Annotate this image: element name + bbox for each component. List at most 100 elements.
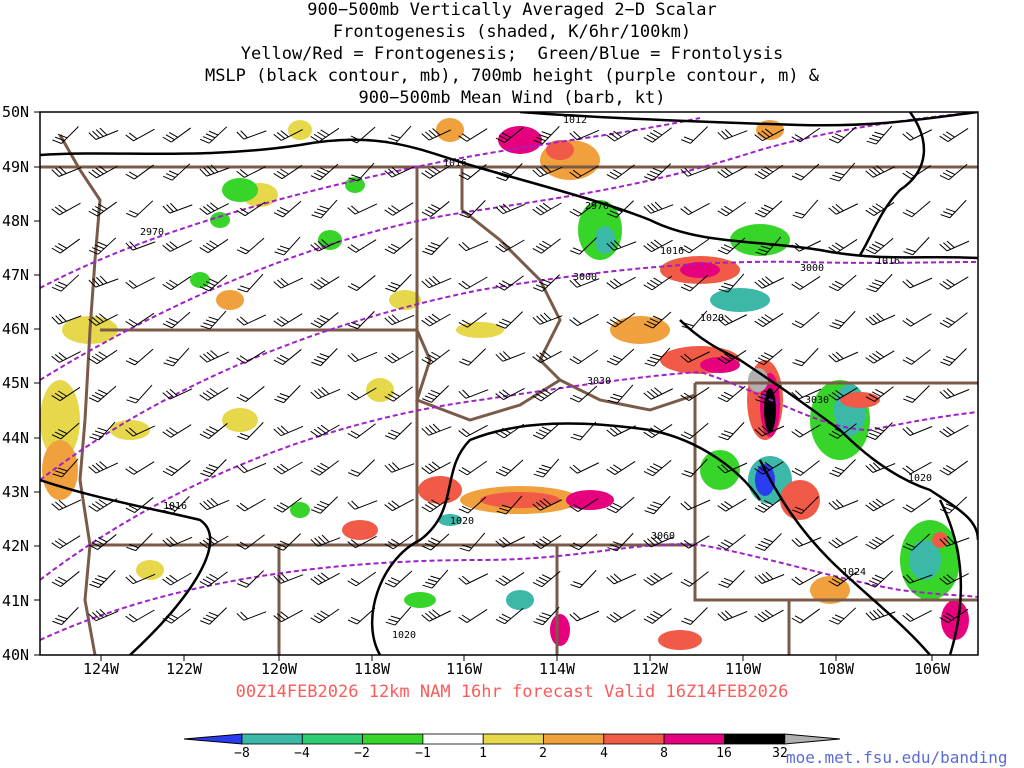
- wind-barb: [606, 425, 637, 437]
- wind-barb: [52, 607, 79, 626]
- wind-barb: [88, 461, 119, 474]
- wind-barbs: [51, 125, 970, 626]
- wind-barb: [606, 164, 635, 180]
- wind-barb: [643, 201, 674, 214]
- wind-barb: [496, 163, 523, 182]
- wind-barb: [791, 127, 821, 143]
- wind-barb: [754, 313, 784, 327]
- wind-barb: [495, 459, 524, 477]
- wind-barb: [902, 497, 932, 513]
- wind-barb: [791, 388, 822, 400]
- wind-barb: [51, 166, 82, 177]
- wind-barb: [459, 348, 486, 366]
- wind-barb: [866, 273, 893, 293]
- wind-barb: [458, 424, 488, 438]
- wind-barb: [939, 128, 969, 142]
- wind-barb: [237, 273, 264, 293]
- wind-barb: [237, 422, 264, 441]
- wind-barb: [421, 201, 450, 217]
- wind-barb: [606, 240, 637, 251]
- wind-barb: [162, 240, 192, 252]
- wind-barb: [532, 386, 562, 402]
- colorbar-label: −4: [294, 746, 310, 761]
- wind-barb: [421, 165, 451, 179]
- wind-barb: [310, 163, 339, 181]
- wind-barb: [310, 534, 341, 547]
- wind-barb: [939, 573, 969, 585]
- wind-barb: [88, 275, 119, 288]
- wind-barb: [643, 459, 672, 477]
- wind-barb: [680, 387, 710, 401]
- wind-barb: [384, 166, 415, 178]
- wind-barb: [643, 275, 673, 291]
- wind-barb: [310, 386, 341, 400]
- title-line-1: 900−500mb Vertically Averaged 2−D Scalar: [307, 0, 717, 20]
- wind-barb: [902, 277, 933, 289]
- wind-barb: [52, 126, 79, 144]
- credit-url[interactable]: moe.met.fsu.edu/banding: [786, 748, 1008, 767]
- wind-barb: [606, 496, 635, 514]
- wind-barb: [828, 423, 857, 439]
- wind-barb: [680, 351, 711, 363]
- wind-barb: [829, 459, 856, 477]
- height-label: 3030: [587, 376, 611, 387]
- wind-barb: [162, 275, 192, 291]
- wind-barb: [88, 385, 117, 403]
- colorbar-swatch: [183, 733, 243, 745]
- wind-barb: [162, 202, 193, 214]
- wind-barb: [569, 498, 599, 512]
- wind-barb: [865, 350, 895, 364]
- wind-barb: [791, 460, 820, 476]
- wind-barb: [791, 240, 822, 252]
- wind-barb: [866, 125, 893, 145]
- wind-barb: [88, 313, 118, 326]
- wind-barb: [495, 387, 525, 401]
- wind-barb: [495, 572, 525, 586]
- wind-barb: [459, 200, 486, 219]
- wind-barb: [199, 497, 230, 511]
- wind-barb: [680, 202, 710, 216]
- wind-barb: [754, 461, 784, 475]
- wind-barb: [384, 202, 414, 216]
- mslp-label: 1020: [700, 313, 724, 324]
- wind-barb: [828, 499, 859, 510]
- wind-barb: [458, 276, 488, 290]
- wind-barb: [791, 163, 820, 181]
- wind-barb: [162, 536, 193, 548]
- wind-barb: [421, 609, 452, 622]
- wind-barb: [125, 200, 154, 218]
- lon-label: 116W: [445, 660, 483, 678]
- wind-barb: [51, 499, 82, 511]
- wind-barb: [569, 462, 600, 474]
- wind-barb: [569, 201, 598, 217]
- wind-barb: [533, 606, 560, 626]
- colorbar-swatch: [724, 733, 786, 745]
- wind-barb: [570, 569, 597, 589]
- wind-barb: [236, 462, 267, 474]
- wind-barb: [718, 570, 745, 588]
- lon-label: 124W: [82, 660, 120, 678]
- wind-barb: [51, 422, 80, 440]
- mslp-label: 1016: [660, 246, 684, 257]
- wind-barb: [754, 200, 783, 218]
- wind-barb: [421, 349, 450, 365]
- wind-barb: [718, 421, 745, 441]
- lon-label: 112W: [631, 660, 669, 678]
- wind-barb: [200, 310, 227, 330]
- wind-barb: [162, 311, 191, 329]
- colorbar-label: 4: [600, 746, 608, 761]
- wind-barb: [311, 496, 338, 514]
- wind-barb: [51, 238, 81, 254]
- wind-barb: [643, 239, 673, 253]
- lon-label: 114W: [538, 660, 576, 678]
- wind-barb: [680, 499, 711, 511]
- wind-barb: [125, 425, 156, 437]
- wind-barb: [458, 389, 489, 399]
- wind-barb: [865, 608, 896, 621]
- title-line-2: Frontogenesis (shaded, K/6hr/100km): [332, 22, 692, 42]
- wind-barb: [347, 571, 377, 587]
- wind-barb: [385, 274, 412, 293]
- wind-barb: [902, 165, 932, 179]
- wind-barb: [828, 351, 859, 363]
- height-label: 2970: [140, 227, 164, 238]
